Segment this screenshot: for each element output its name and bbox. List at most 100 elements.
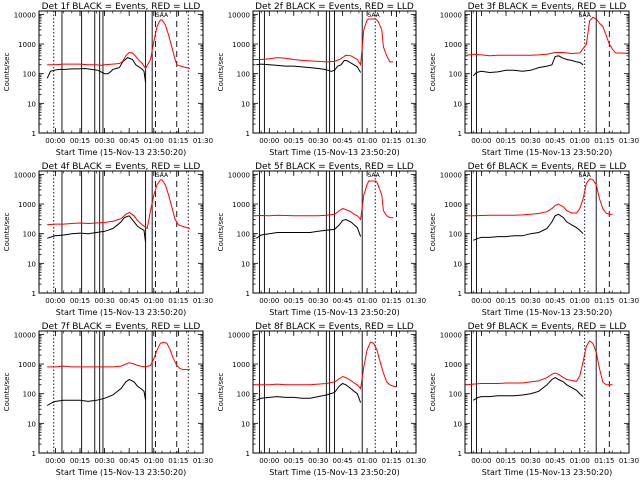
series-line-events — [256, 218, 362, 239]
x-tick-label: 00:15 — [284, 297, 304, 305]
x-tick-label: 00:00 — [471, 297, 491, 305]
y-tick-label: 1 — [246, 290, 250, 298]
y-tick-label: 10 — [241, 420, 250, 428]
x-tick-label: 00:45 — [545, 297, 565, 305]
plot-area — [254, 11, 397, 133]
chart-title: Det 3f BLACK = Events, RED = LLD — [468, 2, 627, 12]
series-line-events — [46, 57, 147, 83]
x-tick-label: 00:15 — [284, 137, 304, 145]
x-tick-label: 01:00 — [357, 137, 377, 145]
y-tick-label: 1 — [458, 450, 462, 458]
y-axis-label: Counts/sec — [429, 373, 437, 412]
y-tick-label: 100 — [23, 231, 36, 239]
y-axis-label: Counts/sec — [217, 213, 225, 252]
series-line-events — [256, 59, 362, 73]
series-line-events — [472, 377, 584, 401]
chart-panel-6: Det 6f BLACK = Events, RED = LLD Counts/s… — [429, 162, 639, 317]
x-tick-label: 00:00 — [45, 297, 65, 305]
y-tick-label: 10 — [27, 260, 36, 268]
chart-title: Det 2f BLACK = Events, RED = LLD — [255, 2, 414, 12]
plot-area — [47, 171, 191, 293]
chart-title: Det 8f BLACK = Events, RED = LLD — [255, 322, 414, 332]
plot-frame — [38, 10, 204, 134]
x-tick-label: 01:15 — [381, 297, 401, 305]
x-axis-label: Start Time (15-Nov-13 23:50:20) — [56, 308, 186, 317]
x-tick-label: 01:00 — [357, 457, 377, 465]
series-line-lld — [254, 18, 394, 67]
x-tick-label: 00:15 — [496, 137, 516, 145]
y-tick-label: 100 — [23, 71, 36, 79]
series-line-events — [256, 382, 362, 403]
y-tick-label: 1000 — [444, 41, 462, 49]
y-tick-label: 10 — [453, 260, 462, 268]
x-tick-label: 00:30 — [95, 457, 115, 465]
series-line-lld — [466, 178, 613, 217]
chart-panel-4: Det 4f BLACK = Events, RED = LLD Counts/s… — [3, 162, 213, 317]
plot-area — [466, 331, 613, 453]
y-tick-label: 100 — [449, 391, 462, 399]
y-tick-label: 10000 — [440, 11, 462, 19]
x-axis-label: Start Time (15-Nov-13 23:50:20) — [56, 148, 186, 157]
chart-title: Det 4f BLACK = Events, RED = LLD — [42, 162, 201, 172]
x-tick-label: 00:00 — [259, 137, 279, 145]
x-tick-label: 01:15 — [168, 297, 188, 305]
y-tick-label: 1 — [32, 450, 36, 458]
x-tick-label: 01:15 — [381, 137, 401, 145]
series-line-lld — [47, 341, 190, 371]
y-tick-label: 10 — [27, 420, 36, 428]
y-tick-label: 1000 — [444, 201, 462, 209]
x-tick-label: 00:15 — [70, 457, 90, 465]
x-tick-label: 01:30 — [406, 297, 426, 305]
series-line-events — [47, 215, 147, 243]
plot-area — [46, 331, 190, 453]
x-tick-label: 00:45 — [545, 457, 565, 465]
x-tick-label: 01:30 — [406, 457, 426, 465]
y-tick-label: 10000 — [228, 331, 250, 339]
x-tick-label: 01:30 — [193, 297, 213, 305]
x-tick-label: 00:45 — [545, 137, 565, 145]
marker-label: SAA — [156, 172, 169, 179]
y-axis-label: Counts/sec — [3, 373, 11, 412]
plot-frame — [38, 170, 204, 294]
chart-title: Det 6f BLACK = Events, RED = LLD — [468, 162, 627, 172]
x-axis-label: Start Time (15-Nov-13 23:50:20) — [482, 468, 612, 477]
x-tick-label: 01:15 — [594, 297, 614, 305]
x-axis-label: Start Time (15-Nov-13 23:50:20) — [269, 308, 399, 317]
plot-frame — [252, 10, 417, 134]
y-axis-label: Counts/sec — [429, 53, 437, 92]
chart-title: Det 5f BLACK = Events, RED = LLD — [255, 162, 414, 172]
series-line-lld — [47, 19, 191, 70]
plot-frame — [464, 330, 630, 454]
y-axis-label: Counts/sec — [3, 53, 11, 92]
x-tick-label: 00:00 — [471, 137, 491, 145]
y-axis-label: Counts/sec — [217, 373, 225, 412]
chart-title: Det 7f BLACK = Events, RED = LLD — [42, 322, 201, 332]
y-tick-label: 10000 — [440, 331, 462, 339]
marker-label: SAA — [579, 172, 592, 179]
marker-label: SAA — [156, 12, 169, 19]
chart-panel-9: Det 9f BLACK = Events, RED = LLD Counts/s… — [429, 322, 639, 477]
x-tick-label: 01:15 — [168, 137, 188, 145]
x-tick-label: 00:45 — [333, 297, 353, 305]
y-tick-label: 1000 — [232, 41, 250, 49]
x-tick-label: 00:45 — [119, 457, 139, 465]
y-tick-label: 10000 — [228, 171, 250, 179]
y-tick-label: 1000 — [18, 201, 36, 209]
y-axis-label: Counts/sec — [3, 213, 11, 252]
x-tick-label: 00:30 — [95, 297, 115, 305]
y-tick-label: 10 — [453, 420, 462, 428]
x-tick-label: 01:00 — [144, 457, 164, 465]
x-axis-label: Start Time (15-Nov-13 23:50:20) — [56, 468, 186, 477]
y-tick-label: 10000 — [14, 171, 36, 179]
y-tick-label: 10000 — [440, 171, 462, 179]
x-tick-label: 01:00 — [570, 457, 590, 465]
y-tick-label: 1000 — [18, 41, 36, 49]
series-line-lld — [466, 16, 629, 57]
chart-title: Det 1f BLACK = Events, RED = LLD — [42, 2, 201, 12]
x-tick-label: 00:15 — [70, 137, 90, 145]
x-tick-label: 00:00 — [45, 457, 65, 465]
chart-panel-7: Det 7f BLACK = Events, RED = LLD Counts/s… — [3, 322, 213, 477]
x-tick-label: 01:30 — [619, 297, 639, 305]
y-tick-label: 1 — [32, 130, 36, 138]
series-line-lld — [254, 341, 397, 390]
